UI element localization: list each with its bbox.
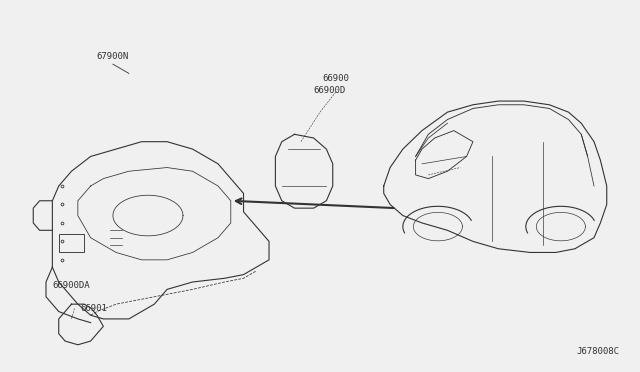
Text: 66901: 66901 bbox=[81, 304, 108, 313]
Text: 66900DA: 66900DA bbox=[52, 280, 90, 289]
Text: J678008C: J678008C bbox=[577, 347, 620, 356]
Bar bbox=[59, 234, 84, 253]
Text: 66900: 66900 bbox=[323, 74, 349, 83]
Text: 66900D: 66900D bbox=[314, 86, 346, 95]
Text: 67900N: 67900N bbox=[97, 52, 129, 61]
